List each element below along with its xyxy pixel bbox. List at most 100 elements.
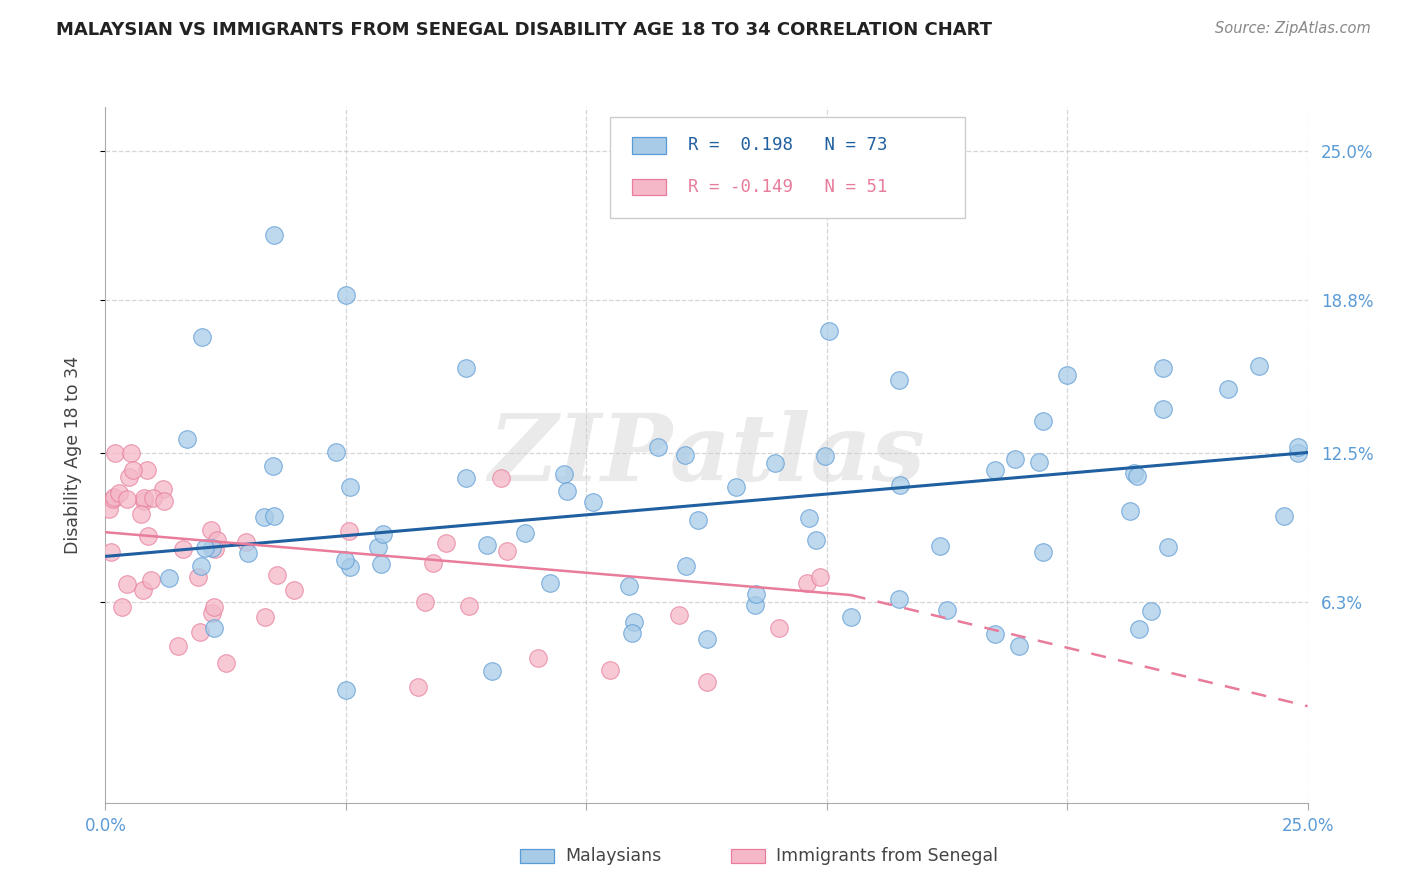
Point	[1008, 639, 1031, 653]
Point	[406, 680, 429, 694]
Point	[582, 495, 605, 509]
Point	[1156, 540, 1178, 554]
Point	[1152, 401, 1174, 416]
Point	[202, 621, 225, 635]
Point	[187, 570, 209, 584]
Point	[335, 682, 357, 697]
Point	[928, 540, 950, 554]
Point	[283, 583, 305, 598]
Point	[373, 527, 395, 541]
Point	[1032, 545, 1054, 559]
Point	[201, 541, 224, 555]
Point	[765, 456, 787, 470]
Point	[808, 570, 831, 584]
Point	[555, 484, 578, 499]
Point	[984, 626, 1007, 640]
Point	[623, 615, 645, 629]
Point	[817, 324, 839, 338]
Point	[367, 540, 389, 554]
Point	[668, 607, 690, 622]
Point	[675, 448, 697, 462]
Point	[1249, 359, 1271, 373]
Point	[108, 486, 131, 500]
Point	[527, 651, 550, 665]
Point	[190, 559, 212, 574]
Text: Source: ZipAtlas.com: Source: ZipAtlas.com	[1215, 21, 1371, 36]
Point	[339, 480, 361, 494]
Point	[1152, 361, 1174, 376]
Point	[496, 544, 519, 558]
Point	[263, 228, 285, 243]
Point	[456, 471, 478, 485]
Point	[136, 529, 159, 543]
Text: Malaysians: Malaysians	[565, 847, 661, 865]
Point	[132, 491, 155, 505]
Point	[413, 595, 436, 609]
Point	[1032, 413, 1054, 427]
Point	[599, 663, 621, 677]
Point	[621, 626, 644, 640]
Text: ZIPatlas: ZIPatlas	[488, 410, 925, 500]
Point	[131, 582, 153, 597]
Point	[263, 508, 285, 523]
Text: MALAYSIAN VS IMMIGRANTS FROM SENEGAL DISABILITY AGE 18 TO 34 CORRELATION CHART: MALAYSIAN VS IMMIGRANTS FROM SENEGAL DIS…	[56, 21, 993, 38]
Point	[796, 575, 818, 590]
Point	[1216, 382, 1239, 396]
Point	[200, 606, 222, 620]
Point	[745, 587, 768, 601]
Point	[675, 559, 697, 574]
Point	[97, 502, 120, 516]
Point	[647, 440, 669, 454]
Point	[333, 553, 356, 567]
Point	[337, 524, 360, 538]
Point	[132, 493, 155, 508]
Point	[139, 573, 162, 587]
Point	[538, 576, 561, 591]
Point	[617, 579, 640, 593]
Point	[1140, 604, 1163, 618]
Point	[696, 632, 718, 646]
Text: R =  0.198   N = 73: R = 0.198 N = 73	[688, 136, 887, 154]
Point	[120, 445, 142, 459]
Point	[153, 493, 176, 508]
Point	[136, 463, 159, 477]
Point	[688, 513, 710, 527]
Point	[887, 373, 910, 387]
Point	[1004, 452, 1026, 467]
Point	[236, 546, 259, 560]
Point	[422, 556, 444, 570]
Point	[194, 541, 217, 556]
Point	[1128, 622, 1150, 636]
Point	[339, 560, 361, 574]
Point	[489, 470, 512, 484]
Text: R = -0.149   N = 51: R = -0.149 N = 51	[688, 178, 887, 196]
Point	[100, 545, 122, 559]
Point	[1286, 440, 1309, 454]
Point	[768, 621, 790, 635]
Point	[1056, 368, 1078, 383]
Point	[481, 664, 503, 678]
Point	[190, 329, 212, 343]
Point	[129, 507, 152, 521]
Point	[839, 609, 862, 624]
Point	[335, 288, 357, 302]
Point	[235, 535, 257, 549]
Point	[458, 599, 481, 614]
Point	[814, 450, 837, 464]
Point	[696, 675, 718, 690]
Point	[266, 568, 288, 582]
Bar	[631, 178, 666, 195]
Point	[188, 624, 211, 639]
Bar	[631, 136, 666, 153]
Point	[110, 600, 132, 615]
Point	[454, 361, 477, 376]
Point	[984, 463, 1007, 477]
Point	[115, 577, 138, 591]
Text: Immigrants from Senegal: Immigrants from Senegal	[776, 847, 998, 865]
Point	[434, 536, 457, 550]
Point	[936, 603, 959, 617]
Point	[204, 541, 226, 556]
Point	[176, 432, 198, 446]
Point	[104, 445, 127, 459]
Point	[515, 525, 537, 540]
